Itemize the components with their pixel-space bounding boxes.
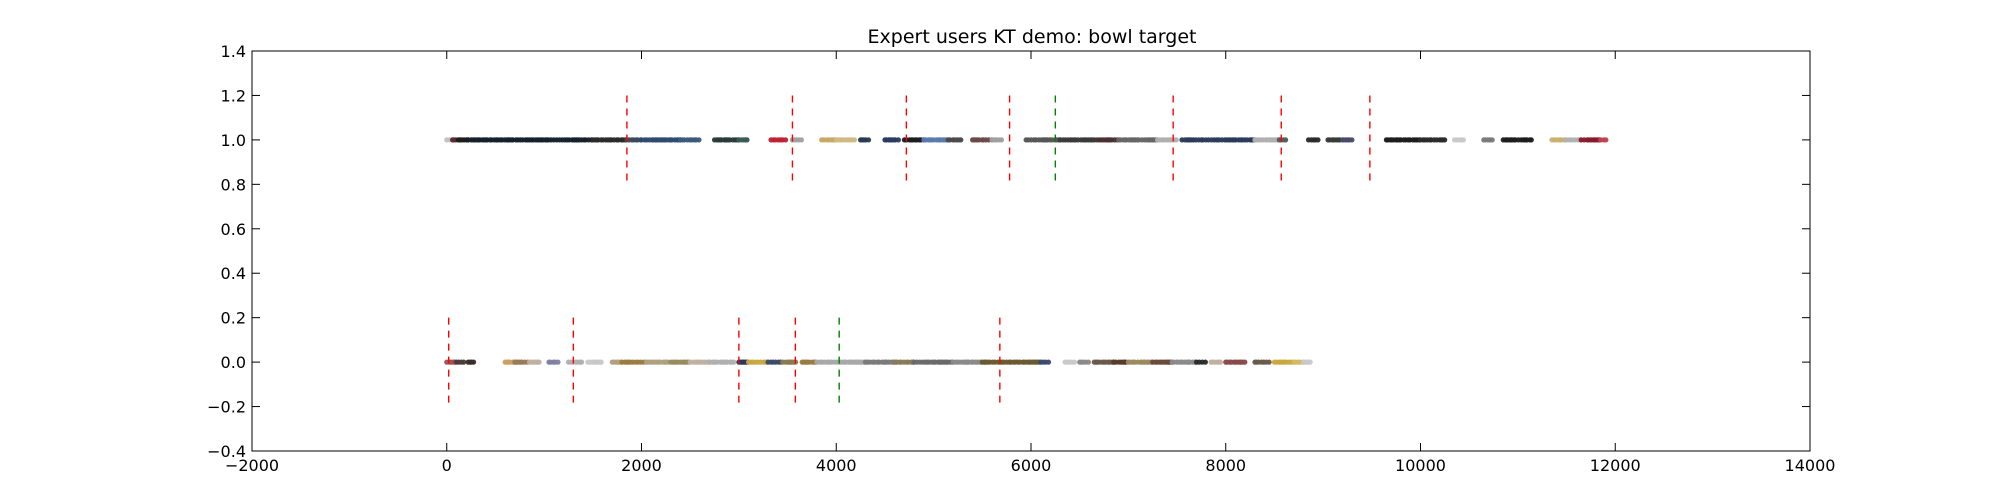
y-tick-label: 0.2 <box>221 309 246 328</box>
y-tick-label: −0.2 <box>207 398 246 417</box>
y-tick-label: −0.4 <box>207 442 246 461</box>
data-point <box>1349 137 1355 143</box>
data-point <box>470 359 477 365</box>
x-tick-label: 8000 <box>1205 456 1246 475</box>
x-tick-label: 10000 <box>1395 456 1446 475</box>
data-point <box>1460 137 1467 143</box>
data-point <box>998 137 1005 143</box>
data-point <box>1528 137 1534 143</box>
y-tick-label: 0.0 <box>221 353 246 372</box>
series-1 <box>444 359 1313 365</box>
axes: −2000 0 2000 4000 6000 8000 10000 12000 14000 −0.… <box>207 42 1835 475</box>
x-tick-label: 6000 <box>1011 456 1052 475</box>
data-point <box>731 359 737 365</box>
data-point <box>851 137 858 143</box>
data-point <box>1045 359 1052 365</box>
series-0 <box>444 137 1609 143</box>
data-point <box>1085 359 1092 365</box>
data-point <box>578 359 585 365</box>
data-point <box>744 137 750 143</box>
data-point <box>1315 137 1321 143</box>
y-tick-label: 0.8 <box>221 175 246 194</box>
data-point <box>696 137 702 143</box>
data-point <box>1283 137 1289 143</box>
x-tick-label: −2000 <box>225 456 279 475</box>
x-tick-label: 0 <box>442 456 452 475</box>
data-point <box>555 359 561 365</box>
data-point <box>1071 359 1078 365</box>
x-tick-label: 14000 <box>1785 456 1836 475</box>
x-tick-label: 4000 <box>816 456 857 475</box>
data-point <box>1217 359 1224 365</box>
plot-area <box>444 95 1609 407</box>
y-tick-label: 1.0 <box>221 131 246 150</box>
data-point <box>536 359 542 365</box>
data-point <box>1307 359 1313 365</box>
data-point <box>1242 359 1248 365</box>
data-point <box>895 137 902 143</box>
data-point <box>1489 137 1495 143</box>
data-point <box>958 137 964 143</box>
data-point <box>1266 359 1272 365</box>
data-point <box>1173 137 1179 143</box>
data-point <box>598 359 604 365</box>
y-tick-label: 0.4 <box>221 264 246 283</box>
data-point <box>798 137 804 143</box>
data-point <box>782 137 789 143</box>
data-point <box>461 359 467 365</box>
data-point <box>1202 359 1208 365</box>
x-tick-label: 2000 <box>621 456 662 475</box>
y-tick-label: 1.2 <box>221 86 246 105</box>
data-point <box>1442 137 1448 143</box>
data-point <box>1603 137 1609 143</box>
data-point <box>865 137 872 143</box>
chart-title: Expert users KT demo: bowl target <box>868 26 1197 48</box>
y-tick-label: 1.4 <box>221 42 246 61</box>
y-tick-label: 0.6 <box>221 220 246 239</box>
x-tick-label: 12000 <box>1590 456 1641 475</box>
